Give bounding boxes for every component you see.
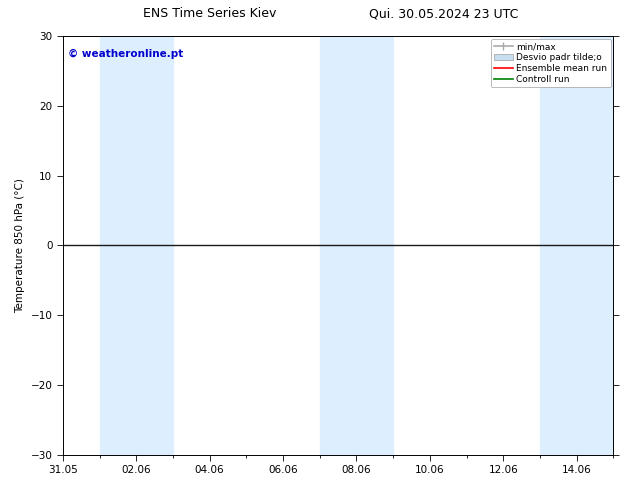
- Y-axis label: Temperature 850 hPa (°C): Temperature 850 hPa (°C): [15, 178, 25, 313]
- Text: Qui. 30.05.2024 23 UTC: Qui. 30.05.2024 23 UTC: [369, 7, 519, 21]
- Bar: [320, 36, 393, 455]
- Bar: [100, 36, 173, 455]
- Text: © weatheronline.pt: © weatheronline.pt: [68, 49, 184, 59]
- Legend: min/max, Desvio padr tilde;o, Ensemble mean run, Controll run: min/max, Desvio padr tilde;o, Ensemble m…: [491, 39, 611, 88]
- Text: ENS Time Series Kiev: ENS Time Series Kiev: [143, 7, 276, 21]
- Bar: [540, 36, 614, 455]
